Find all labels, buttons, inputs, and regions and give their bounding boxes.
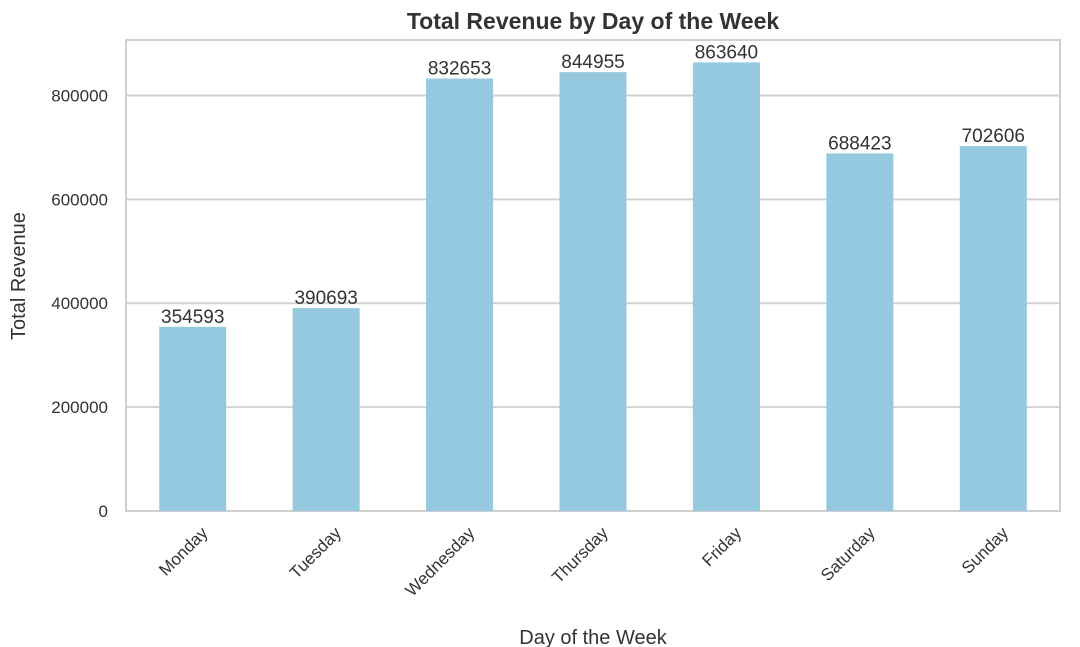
y-tick-label: 800000 xyxy=(51,86,108,105)
bar-value-label: 702606 xyxy=(962,126,1025,147)
x-axis-label: Day of the Week xyxy=(519,627,667,647)
bar-value-label: 688423 xyxy=(828,133,891,154)
bar xyxy=(159,326,227,511)
y-tick-label: 0 xyxy=(99,502,108,521)
bar xyxy=(959,146,1027,511)
y-tick-label: 600000 xyxy=(51,190,108,209)
y-tick-label: 400000 xyxy=(51,294,108,313)
bar xyxy=(826,153,894,511)
bar xyxy=(692,62,760,512)
bar-series xyxy=(159,62,1027,512)
bar-value-label: 390693 xyxy=(294,288,357,309)
bar-value-labels: 354593 390693 832653 844955 863640 688423 7026… xyxy=(161,42,1025,327)
y-axis-label: Total Revenue xyxy=(8,212,30,340)
bar xyxy=(426,78,494,511)
bar xyxy=(292,308,360,511)
y-axis-ticks: 0 200000 400000 600000 800000 xyxy=(51,86,108,521)
bar-value-label: 832653 xyxy=(428,59,491,80)
bar-value-label: 354593 xyxy=(161,307,224,328)
bar-value-label: 844955 xyxy=(561,52,624,73)
y-tick-label: 200000 xyxy=(51,398,108,417)
bar xyxy=(559,72,627,512)
chart-title: Total Revenue by Day of the Week xyxy=(407,8,780,34)
bar-value-label: 863640 xyxy=(695,42,758,63)
